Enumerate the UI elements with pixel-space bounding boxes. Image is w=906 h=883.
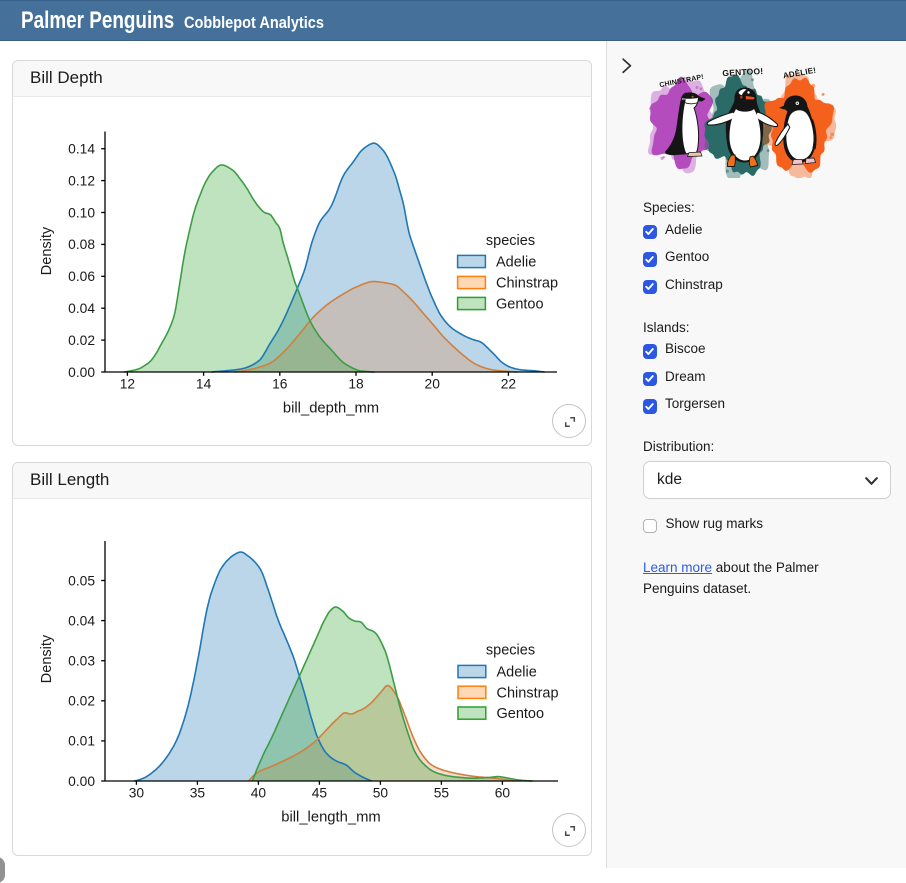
svg-text:0.01: 0.01 [68,734,95,749]
svg-text:0.00: 0.00 [68,774,95,789]
svg-text:16: 16 [272,377,288,392]
svg-text:0.00: 0.00 [68,365,95,380]
svg-text:0.02: 0.02 [68,694,95,709]
svg-text:40: 40 [251,786,267,801]
svg-text:0.02: 0.02 [68,333,95,348]
svg-text:0.04: 0.04 [68,613,95,628]
svg-text:Gentoo: Gentoo [496,297,544,313]
svg-text:0.08: 0.08 [68,237,95,252]
svg-text:0.03: 0.03 [68,654,95,669]
svg-text:Chinstrap: Chinstrap [496,276,558,292]
svg-text:species: species [486,643,535,659]
svg-text:12: 12 [120,377,135,392]
svg-text:bill_length_mm: bill_length_mm [281,810,381,826]
svg-text:GENTOO!: GENTOO! [722,66,763,78]
svg-text:species: species [486,233,535,249]
svg-text:22: 22 [501,377,516,392]
svg-text:55: 55 [434,786,450,801]
svg-text:30: 30 [129,786,145,801]
svg-text:0.12: 0.12 [68,173,95,188]
svg-text:Density: Density [39,226,55,275]
svg-text:0.06: 0.06 [68,269,95,284]
svg-text:Chinstrap: Chinstrap [497,685,559,701]
svg-text:0.04: 0.04 [68,301,95,316]
svg-text:18: 18 [348,377,364,392]
svg-text:bill_depth_mm: bill_depth_mm [283,401,379,417]
svg-text:Adelie: Adelie [497,665,537,681]
svg-text:45: 45 [312,786,328,801]
svg-text:0.14: 0.14 [68,142,95,157]
svg-text:Density: Density [39,634,55,683]
svg-text:Adelie: Adelie [496,255,536,271]
svg-text:20: 20 [425,377,441,392]
svg-text:14: 14 [196,377,212,392]
svg-text:50: 50 [373,786,389,801]
svg-text:60: 60 [495,786,511,801]
svg-text:35: 35 [190,786,206,801]
svg-text:0.05: 0.05 [68,573,95,588]
svg-text:Gentoo: Gentoo [497,706,545,722]
svg-text:0.10: 0.10 [68,205,95,220]
